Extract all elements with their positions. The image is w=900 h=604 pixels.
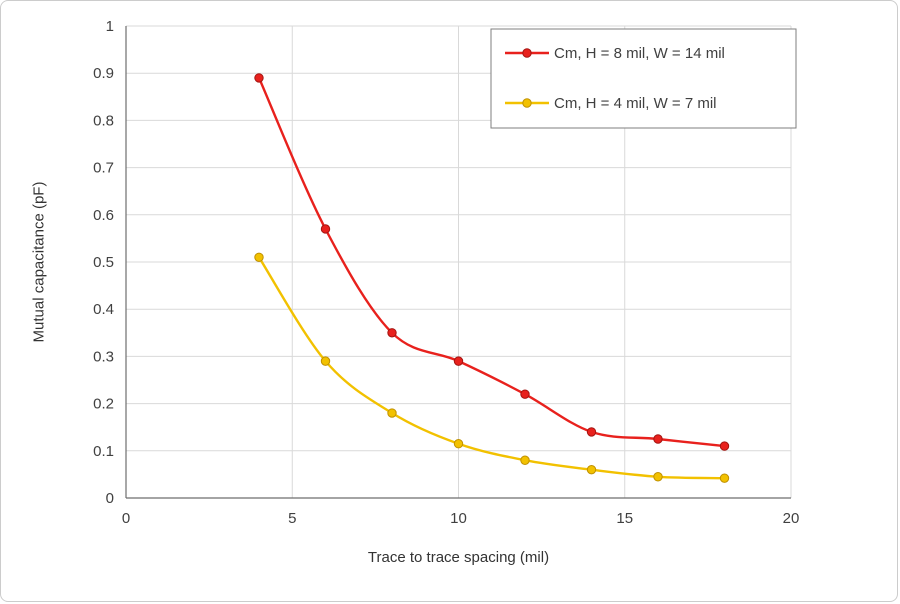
y-tick-label: 1 (106, 18, 114, 35)
series-0-marker (254, 73, 264, 83)
series-0-marker (320, 224, 331, 234)
y-tick-label: 0.6 (93, 207, 114, 224)
series-1-marker (520, 455, 530, 465)
series-0-marker (453, 356, 464, 366)
x-tick-label: 5 (288, 510, 296, 527)
x-tick-label: 10 (450, 510, 467, 527)
legend-label: Cm, H = 4 mil, W = 7 mil (554, 95, 717, 112)
x-tick-label: 0 (122, 510, 130, 527)
legend-box (490, 28, 797, 129)
series-1-marker (320, 356, 331, 366)
y-tick-label: 0.3 (93, 348, 114, 365)
legend-marker (522, 98, 532, 108)
series-1-marker (453, 439, 464, 449)
series-1-marker (387, 408, 397, 418)
x-axis-label: Trace to trace spacing (mil) (367, 549, 550, 566)
series-1-marker (653, 472, 663, 482)
x-tick-label: 15 (616, 510, 633, 527)
y-tick-label: 0 (106, 490, 114, 507)
legend-label: Cm, H = 8 mil, W = 14 mil (554, 45, 725, 62)
y-tick-label: 0.4 (93, 301, 114, 318)
series-0-marker (586, 427, 597, 437)
series-1-marker (586, 464, 597, 475)
series-0-marker (653, 434, 663, 444)
series-0-marker (719, 441, 730, 451)
series-0-marker (520, 389, 530, 399)
x-tick-label: 20 (783, 510, 800, 527)
series-0-marker (387, 328, 397, 338)
y-tick-label: 0.8 (93, 112, 114, 129)
legend: Cm, H = 8 mil, W = 14 mil Cm, H = 4 mil, … (490, 28, 797, 129)
y-tick-label: 0.7 (93, 160, 114, 177)
y-tick-label: 0.5 (93, 254, 114, 271)
y-tick-label: 0.2 (93, 396, 114, 413)
legend-marker (522, 48, 532, 58)
y-axis-label: Mutual capacitance (pF) (30, 181, 48, 343)
y-tick-label: 0.9 (93, 65, 114, 82)
y-tick-label: 0.1 (93, 443, 114, 460)
series-1-marker (719, 473, 730, 483)
series-line-1 (257, 256, 726, 480)
series-1-marker (254, 252, 264, 262)
